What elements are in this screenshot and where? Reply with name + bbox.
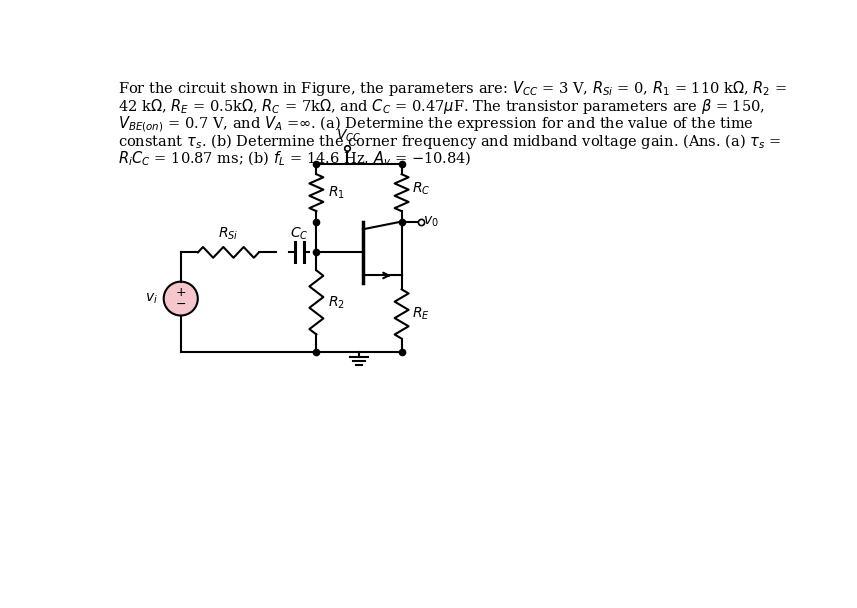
Text: $V_{BE(on)}$ = 0.7 V, and $V_A$ =$\infty$. (a) Determine the expression for and : $V_{BE(on)}$ = 0.7 V, and $V_A$ =$\infty…	[118, 114, 754, 134]
Text: $R_{Si}$: $R_{Si}$	[219, 226, 238, 243]
Text: $R_iC_C$ = 10.87 ms; (b) $f_L$ = 14.6 Hz, $A_v$ = $-$10.84): $R_iC_C$ = 10.87 ms; (b) $f_L$ = 14.6 Hz…	[118, 150, 471, 168]
Text: $R_1$: $R_1$	[328, 184, 345, 201]
Text: $V_{CC}$: $V_{CC}$	[337, 128, 362, 144]
Text: $R_E$: $R_E$	[411, 306, 429, 322]
Text: −: −	[176, 299, 186, 311]
Text: $R_C$: $R_C$	[411, 181, 430, 197]
Text: $v_0$: $v_0$	[423, 215, 439, 229]
Text: +: +	[176, 286, 186, 299]
Text: For the circuit shown in Figure, the parameters are: $V_{CC}$ = 3 V, $R_{Si}$ = : For the circuit shown in Figure, the par…	[118, 79, 788, 98]
Text: 42 k$\Omega$, $R_E$ = 0.5k$\Omega$, $R_C$ = 7k$\Omega$, and $C_C$ = 0.47$\mu$F. : 42 k$\Omega$, $R_E$ = 0.5k$\Omega$, $R_C…	[118, 97, 765, 116]
Circle shape	[164, 282, 198, 316]
Text: $C_C$: $C_C$	[290, 226, 309, 243]
Text: $v_i$: $v_i$	[145, 291, 158, 306]
Text: $R_2$: $R_2$	[328, 294, 345, 311]
Text: constant $\tau_s$. (b) Determine the corner frequency and midband voltage gain. : constant $\tau_s$. (b) Determine the cor…	[118, 133, 782, 151]
